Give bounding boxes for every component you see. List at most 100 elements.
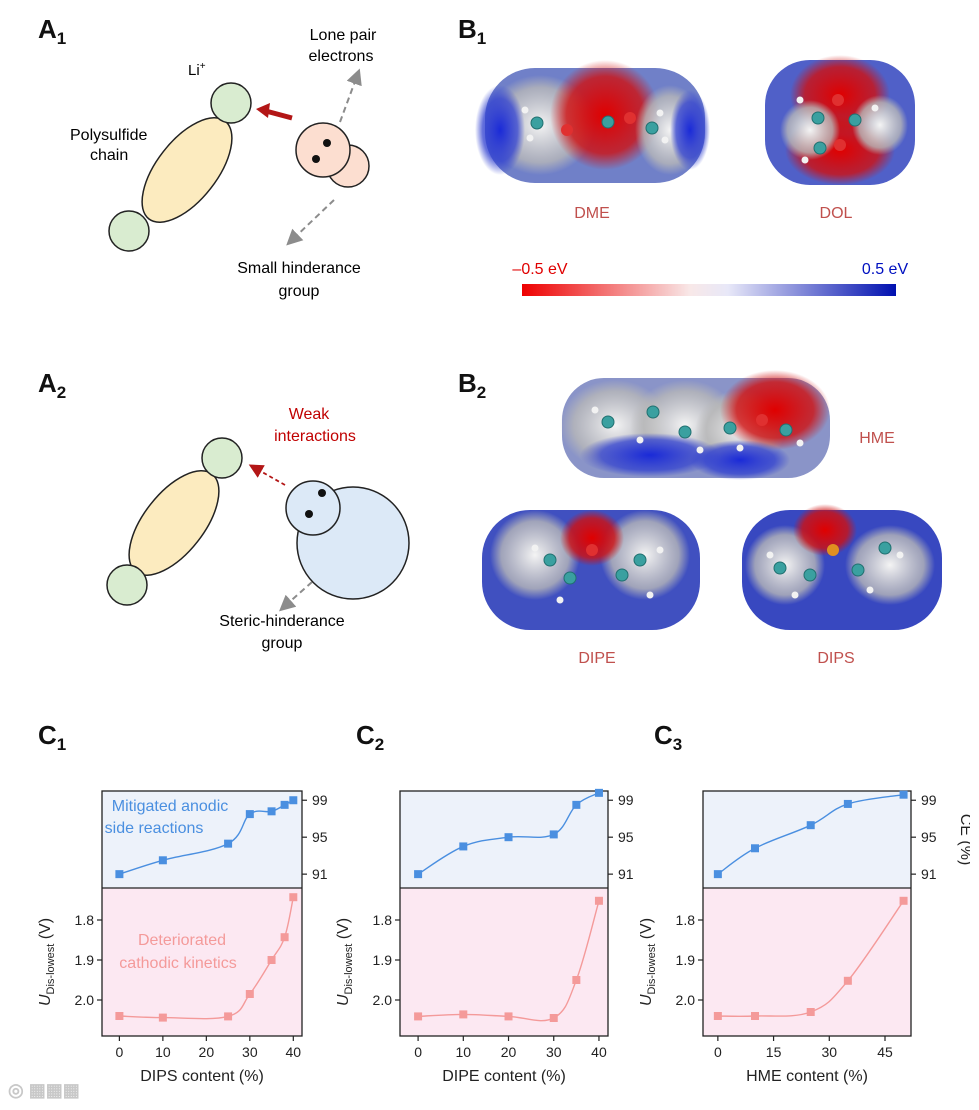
ce-data-point [289,796,298,805]
dipe-label: DIPE [578,650,615,667]
u-data-point [843,976,852,985]
interaction-arrowhead [256,103,270,118]
plot-frame [702,790,912,1037]
u-axis-label-main: U [640,994,655,1006]
u-tick-label: 1.8 [676,912,696,928]
ce-tick-label: 91 [618,866,634,882]
u-data-point [572,976,581,984]
polysulfide-label-line2: chain [90,147,128,164]
watermark-logo: ◎ ▦▦▦ [8,1080,80,1100]
u-data-point [751,1012,759,1020]
panel-label-a1: A1 [38,14,67,48]
ce-data-point [414,870,423,879]
u-axis-label-sub: Dis-lowest [646,944,658,995]
ce-data-point [224,839,233,848]
ce-data-point [280,800,289,809]
ce-data-point [267,807,276,816]
u-tick-label: 1.9 [676,952,696,968]
u-axis-label-main: U [37,994,54,1006]
u-axis-label-unit: (V) [37,918,54,944]
u-tick-label: 2.0 [75,992,95,1008]
x-tick-label: 0 [414,1044,422,1060]
x-tick-label: 30 [242,1044,258,1060]
ce-data-point [594,788,603,797]
x-tick-label: 30 [546,1044,562,1060]
u-tick-label: 1.9 [373,952,393,968]
u-tick-label: 1.9 [75,952,95,968]
dipe-esp-surface [482,510,700,630]
x-tick-label: 20 [199,1044,215,1060]
small-lobe-circle [285,480,341,536]
dme-label: DME [574,205,610,222]
u-data-point [459,1010,468,1019]
u-data-point [713,1012,722,1020]
u-axis-label: UDis-lowest (V) [640,918,658,1006]
panel-label-a2: A2 [38,368,67,402]
li-ion-circle [201,437,243,479]
x-tick-label: 0 [115,1044,123,1060]
ce-tick-label: 99 [312,792,328,808]
panel-label-c2: C2 [356,720,385,754]
schematic-a1: Li+ Polysulfide chain Lone pair electron… [70,27,377,300]
ce-data-point [806,821,815,830]
dips-esp-surface [742,504,942,630]
u-data-point [280,933,289,942]
u-data-point [158,1013,167,1022]
x-tick-label: 0 [714,1044,722,1060]
ce-data-point [713,870,722,879]
dol-label: DOL [820,205,853,222]
u-tick-label: 2.0 [373,992,393,1008]
u-data-point [504,1012,513,1021]
steric-label-line2: group [262,635,303,652]
top-annotation-line2: side reactions [105,820,204,837]
ce-tick-label: 91 [312,866,328,882]
u-data-point [289,893,298,902]
top-annotation: Mitigated anodic [112,798,229,815]
u-data-point [115,1012,124,1020]
lone-pair-dot [305,510,313,518]
u-axis-label-sub: Dis-lowest [45,944,57,995]
u-axis-label: UDis-lowest (V) [335,918,355,1006]
schematic-a2: Weak interactions Steric-hinderance grou… [106,406,410,652]
ce-data-point [751,844,759,853]
esp-color-scale [522,284,896,296]
ce-data-point [504,833,513,842]
x-axis-label: DIPS content (%) [140,1068,264,1085]
x-tick-label: 45 [877,1044,893,1060]
ce-tick-label: 95 [312,829,328,845]
steric-group-arrow [279,581,313,612]
u-data-point [806,1008,815,1016]
scale-min-label: –0.5 eV [512,261,567,278]
x-axis-label: HME content (%) [746,1068,868,1085]
ce-plot-background [102,791,302,888]
dme-esp-surface [475,60,710,183]
ce-data-point [572,800,581,809]
u-data-point [549,1014,558,1022]
li-ion-circle [210,82,252,124]
panel-label-b2: B2 [458,368,487,402]
ce-tick-label: 95 [618,829,634,845]
lone-pair-label: Lone pair [310,27,377,44]
x-axis-label: DIPE content (%) [442,1068,566,1085]
x-tick-label: 20 [501,1044,517,1060]
x-tick-label: 40 [591,1044,607,1060]
small-group-label: Small hinderance [237,260,361,277]
u-tick-label: 1.8 [373,912,393,928]
plot-frame [101,790,303,1037]
u-data-point [899,896,908,905]
u-axis-label: UDis-lowest (V) [37,918,57,1006]
chain-end-circle [108,210,150,252]
ce-data-point [549,830,558,839]
lone-pair-dot [323,139,331,147]
u-tick-label: 2.0 [676,992,696,1008]
u-data-point [267,956,276,964]
lone-pair-dot [318,489,326,497]
x-tick-label: 15 [766,1044,782,1060]
ce-data-point [459,842,468,851]
x-tick-label: 30 [821,1044,837,1060]
u-data-point [414,1012,423,1021]
panel-label-c3: C3 [654,720,683,754]
x-tick-label: 10 [456,1044,472,1060]
ce-axis-label: CE (%) [957,814,970,866]
